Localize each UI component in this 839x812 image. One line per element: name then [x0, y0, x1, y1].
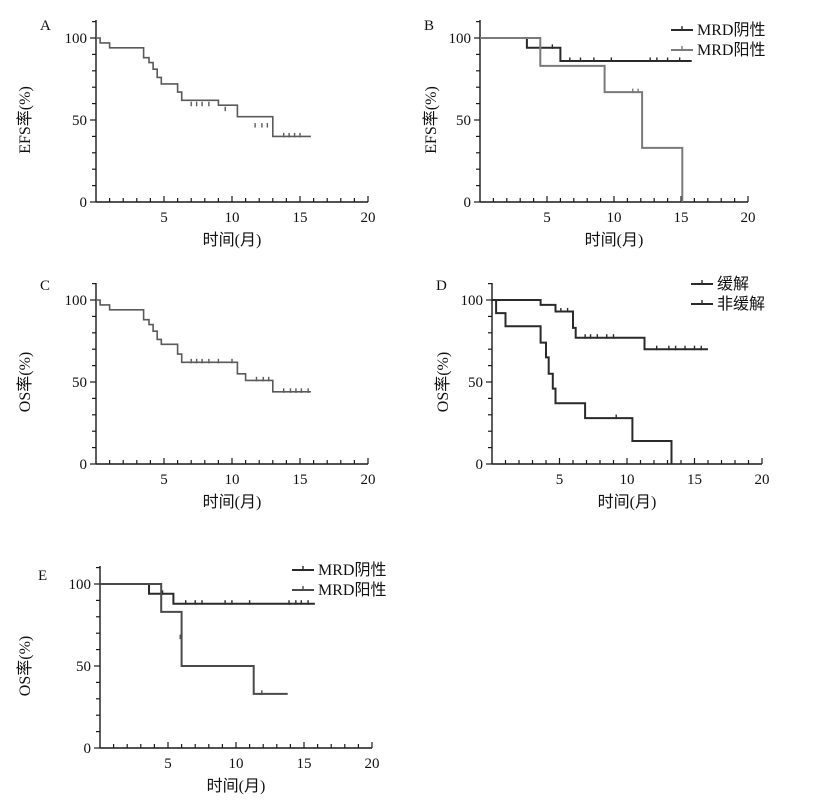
y-tick-label: 50	[468, 375, 483, 391]
x-tick-label: 5	[556, 472, 564, 488]
legend-label: MRD阴性	[318, 561, 386, 579]
x-axis-title: 时间(月)	[207, 777, 266, 795]
panel-label: E	[38, 568, 47, 584]
x-tick-label: 20	[361, 472, 376, 488]
x-tick-label: 20	[755, 472, 770, 488]
km-panel-c: C 0 50 100 5 10 15 20 时间(月) OS率(%)	[16, 278, 376, 511]
x-tick-label: 10	[225, 210, 240, 226]
survival-curve-series-2	[492, 299, 673, 464]
survival-curve-series-1	[480, 37, 692, 62]
x-axis-title: 时间(月)	[203, 231, 262, 249]
x-tick-label: 20	[741, 210, 756, 226]
legend-label: 非缓解	[717, 295, 765, 313]
x-tick-label: 15	[297, 756, 312, 772]
x-tick-label: 20	[361, 210, 376, 226]
x-tick-label: 10	[225, 472, 240, 488]
y-tick-label: 100	[449, 31, 472, 47]
x-tick-label: 5	[164, 756, 172, 772]
legend-label: 缓解	[717, 275, 749, 293]
x-tick-label: 15	[687, 472, 702, 488]
x-axis-title: 时间(月)	[203, 493, 262, 511]
y-tick-label: 50	[72, 113, 87, 129]
y-tick-label: 0	[476, 457, 484, 473]
y-tick-label: 50	[72, 375, 87, 391]
survival-curve-series-2	[100, 583, 288, 695]
x-tick-label: 15	[293, 210, 308, 226]
y-tick-label: 0	[464, 195, 472, 211]
legend-label: MRD阴性	[697, 21, 765, 39]
legend-label: MRD阳性	[697, 41, 765, 59]
panel-label: A	[40, 18, 51, 34]
x-tick-label: 15	[674, 210, 689, 226]
x-tick-label: 20	[365, 756, 380, 772]
y-axis-title: OS率(%)	[434, 352, 452, 412]
y-axis-title: OS率(%)	[16, 352, 34, 412]
panel-label: C	[40, 278, 50, 294]
survival-curve-series-1	[492, 299, 708, 351]
y-axis-title: EFS率(%)	[422, 86, 440, 154]
x-tick-label: 15	[293, 472, 308, 488]
km-panel-a: A 0 50 100 5 10 15 20 时间(月) EFS率(%)	[16, 18, 376, 249]
x-tick-label: 10	[620, 472, 635, 488]
y-tick-label: 0	[80, 457, 88, 473]
y-tick-label: 100	[461, 293, 484, 309]
y-axis-title: EFS率(%)	[16, 86, 34, 154]
x-axis-title: 时间(月)	[585, 231, 644, 249]
x-tick-label: 10	[607, 210, 622, 226]
y-tick-label: 100	[69, 577, 92, 593]
y-tick-label: 50	[76, 659, 91, 675]
x-tick-label: 5	[160, 472, 168, 488]
survival-curve-series-1	[96, 299, 311, 393]
legend-label: MRD阳性	[318, 581, 386, 599]
km-panel-e: E 0 50 100 5 10 15 20 时间(月) OS率(%) MRD阴性 MRD阳性	[16, 561, 386, 795]
x-tick-label: 10	[229, 756, 244, 772]
panel-label: B	[424, 18, 434, 34]
y-tick-label: 100	[65, 293, 88, 309]
x-tick-label: 5	[160, 210, 168, 226]
y-tick-label: 100	[65, 31, 88, 47]
y-tick-label: 0	[80, 195, 88, 211]
y-axis-title: OS率(%)	[16, 636, 34, 696]
km-panel-b: B 0 50 100 5 10 15 20 时间(月) EFS率(%) MRD阴性 MRD阳性	[422, 18, 765, 249]
y-tick-label: 50	[456, 113, 471, 129]
survival-curve-series-1	[96, 37, 311, 138]
panel-label: D	[436, 278, 447, 294]
x-tick-label: 5	[543, 210, 551, 226]
x-axis-title: 时间(月)	[598, 493, 657, 511]
y-tick-label: 0	[84, 741, 92, 757]
survival-curve-series-2	[480, 37, 684, 202]
survival-curve-series-1	[100, 583, 315, 605]
